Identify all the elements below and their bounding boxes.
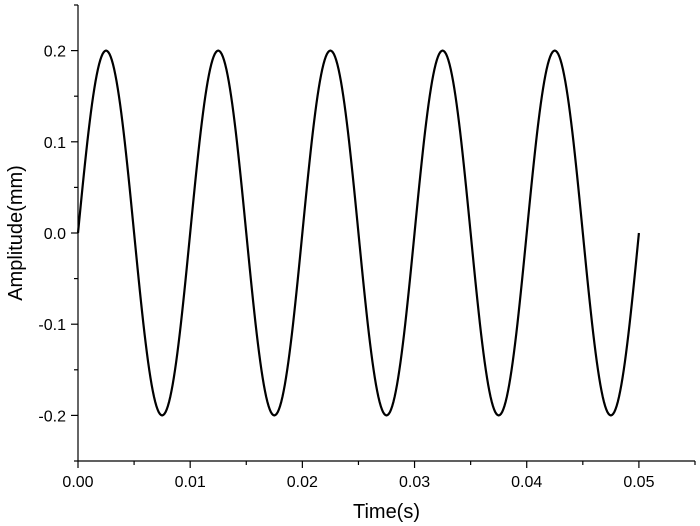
y-tick-label: 0.0 [44,226,66,243]
y-tick-label: -0.1 [38,317,66,334]
x-tick-label: 0.02 [287,474,318,491]
y-ticks: 0.2 0.1 0.0 -0.1 -0.2 [38,4,78,462]
x-tick-label: 0.03 [399,474,430,491]
x-tick-label: 0.00 [62,474,93,491]
plot-area [76,49,641,417]
y-tick-label: -0.2 [38,408,66,425]
series-line [76,49,641,417]
y-tick-label: 0.1 [44,135,66,152]
x-ticks: 0.00 0.01 0.02 0.03 0.04 0.05 [62,461,696,491]
y-tick-label: 0.2 [44,44,66,61]
x-axis-title: Time(s) [353,501,420,523]
x-tick-label: 0.01 [175,474,206,491]
x-tick-label: 0.04 [511,474,542,491]
x-tick-label: 0.05 [623,474,654,491]
y-axis-title: Amplitude(mm) [5,165,27,301]
